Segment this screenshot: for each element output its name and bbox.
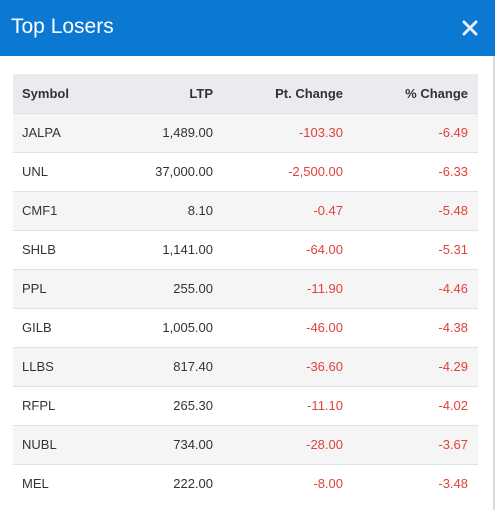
modal-title: Top Losers: [11, 15, 114, 38]
losers-table: Symbol LTP Pt. Change % Change JALPA 1,48…: [13, 74, 478, 503]
cell-pt-change: -11.10: [307, 398, 343, 413]
cell-pct-change: -6.33: [438, 164, 468, 179]
table-row[interactable]: CMF1 8.10 -0.47 -5.48: [13, 191, 478, 230]
cell-ltp: 1,005.00: [162, 320, 213, 335]
cell-pct-change: -3.67: [438, 437, 468, 452]
cell-pt-change: -28.00: [306, 437, 343, 452]
cell-symbol: NUBL: [22, 437, 57, 452]
cell-symbol: CMF1: [22, 203, 58, 218]
close-icon[interactable]: [462, 20, 478, 36]
losers-table-container: Symbol LTP Pt. Change % Change JALPA 1,48…: [13, 74, 478, 503]
table-row[interactable]: LLBS 817.40 -36.60 -4.29: [13, 347, 478, 386]
table-row[interactable]: MEL 222.00 -8.00 -3.48: [13, 464, 478, 503]
cell-symbol: GILB: [22, 320, 52, 335]
cell-pct-change: -4.29: [438, 359, 468, 374]
header-pt-change[interactable]: Pt. Change: [275, 85, 343, 101]
cell-pct-change: -5.48: [438, 203, 468, 218]
pagination: [40, 500, 58, 520]
header-pct-change[interactable]: % Change: [405, 85, 468, 101]
cell-ltp: 8.10: [187, 203, 213, 218]
cell-pt-change: -64.00: [306, 242, 343, 257]
cell-pt-change: -11.90: [307, 281, 343, 296]
table-row[interactable]: SHLB 1,141.00 -64.00 -5.31: [13, 230, 478, 269]
cell-symbol: PPL: [22, 281, 47, 296]
cell-pct-change: -3.48: [438, 476, 468, 492]
cell-pt-change: -0.47: [313, 203, 343, 218]
modal-header: Top Losers: [0, 0, 495, 56]
cell-ltp: 222.00: [173, 476, 213, 492]
cell-ltp: 1,489.00: [162, 125, 213, 140]
cell-symbol: UNL: [22, 164, 49, 179]
table-row[interactable]: NUBL 734.00 -28.00 -3.67: [13, 425, 478, 464]
cell-pt-change: -46.00: [306, 320, 343, 335]
cell-pct-change: -4.38: [438, 320, 468, 335]
cell-pct-change: -6.49: [438, 125, 468, 140]
header-ltp[interactable]: LTP: [189, 85, 213, 101]
cell-symbol: SHLB: [22, 242, 56, 257]
cell-symbol: MEL: [22, 476, 49, 492]
table-header-row: Symbol LTP Pt. Change % Change: [13, 74, 478, 113]
cell-pt-change: -103.30: [298, 125, 343, 140]
header-symbol[interactable]: Symbol: [22, 85, 69, 101]
cell-ltp: 255.00: [173, 281, 213, 296]
cell-pct-change: -4.46: [438, 281, 468, 296]
scrollbar-track[interactable]: [493, 56, 495, 510]
cell-ltp: 265.30: [173, 398, 213, 413]
cell-symbol: JALPA: [22, 125, 61, 140]
cell-ltp: 817.40: [173, 359, 213, 374]
cell-ltp: 1,141.00: [162, 242, 213, 257]
cell-ltp: 734.00: [173, 437, 213, 452]
close-button[interactable]: [460, 16, 480, 40]
table-row[interactable]: PPL 255.00 -11.90 -4.46: [13, 269, 478, 308]
cell-pct-change: -5.31: [438, 242, 468, 257]
cell-pt-change: -36.60: [306, 359, 343, 374]
table-row[interactable]: JALPA 1,489.00 -103.30 -6.49: [13, 113, 478, 152]
cell-symbol: RFPL: [22, 398, 56, 413]
cell-pt-change: -8.00: [313, 476, 343, 492]
table-row[interactable]: RFPL 265.30 -11.10 -4.02: [13, 386, 478, 425]
cell-pct-change: -4.02: [438, 398, 468, 413]
cell-symbol: LLBS: [22, 359, 54, 374]
cell-ltp: 37,000.00: [155, 164, 213, 179]
table-row[interactable]: GILB 1,005.00 -46.00 -4.38: [13, 308, 478, 347]
table-row[interactable]: UNL 37,000.00 -2,500.00 -6.33: [13, 152, 478, 191]
cell-pt-change: -2,500.00: [288, 164, 343, 179]
